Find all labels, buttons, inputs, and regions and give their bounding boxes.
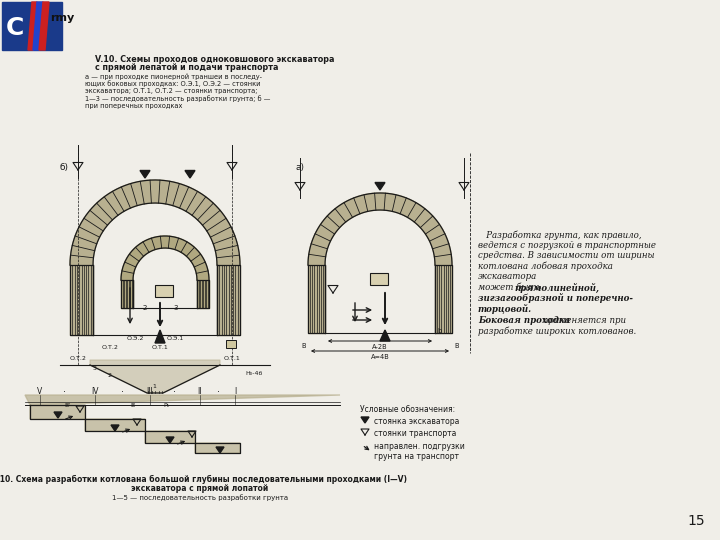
Text: торцовой.: торцовой. — [478, 303, 532, 314]
Polygon shape — [166, 437, 174, 443]
Text: rmy: rmy — [50, 13, 74, 23]
Text: IV: IV — [91, 387, 99, 396]
Polygon shape — [216, 447, 224, 453]
Text: О.Т.2: О.Т.2 — [70, 356, 86, 361]
Text: экскаватора; О.Т.1, О.Т.2 — стоянки транспорта;: экскаватора; О.Т.1, О.Т.2 — стоянки тран… — [85, 88, 257, 94]
Text: II: II — [198, 387, 202, 396]
Text: 3: 3 — [173, 305, 178, 311]
Text: зигзагообразной и поперечно-: зигзагообразной и поперечно- — [478, 293, 633, 303]
Text: стоянка экскаватора: стоянка экскаватора — [374, 417, 459, 426]
Text: направлен. подгрузки: направлен. подгрузки — [374, 442, 464, 451]
Polygon shape — [111, 425, 119, 431]
Text: а — при проходке пионерной траншеи в последу-: а — при проходке пионерной траншеи в пос… — [85, 73, 262, 79]
Bar — [370, 273, 388, 285]
Text: 2: 2 — [108, 373, 112, 378]
Text: 3: 3 — [93, 366, 97, 371]
Text: ведется с погрузкой в транспортные: ведется с погрузкой в транспортные — [478, 240, 656, 249]
Text: В': В' — [64, 403, 70, 408]
Text: средства. В зависимости от ширины: средства. В зависимости от ширины — [478, 251, 654, 260]
Polygon shape — [375, 183, 385, 190]
Polygon shape — [308, 193, 452, 265]
Text: В: В — [454, 343, 459, 349]
Text: 2: 2 — [143, 305, 148, 311]
Polygon shape — [25, 395, 340, 453]
Polygon shape — [217, 265, 240, 335]
Polygon shape — [197, 280, 209, 308]
Text: ·: · — [63, 387, 66, 397]
Polygon shape — [33, 2, 43, 50]
Text: а): а) — [295, 163, 304, 172]
Bar — [2, 2, 62, 50]
Text: О.Э.1: О.Э.1 — [166, 336, 184, 341]
Text: ющих боковых проходках: О.Э.1, О.Э.2 — стоянки: ющих боковых проходках: О.Э.1, О.Э.2 — с… — [85, 80, 261, 87]
Text: 1—5 — последовательность разработки грунта: 1—5 — последовательность разработки грун… — [112, 494, 288, 501]
Polygon shape — [308, 265, 325, 333]
Polygon shape — [39, 2, 49, 50]
Polygon shape — [185, 171, 195, 178]
Text: стоянки транспорта: стоянки транспорта — [374, 429, 456, 438]
Polygon shape — [28, 2, 37, 50]
Text: ·: · — [217, 387, 220, 397]
Polygon shape — [435, 265, 452, 333]
Text: Н₀-4б: Н₀-4б — [245, 371, 262, 376]
Text: О.Т.2: О.Т.2 — [102, 345, 118, 350]
Text: V: V — [37, 387, 42, 396]
Text: грунта на транспорт: грунта на транспорт — [374, 452, 459, 461]
Text: V.10. Схема разработки котлована большой глубины последовательными проходками (I: V.10. Схема разработки котлована большой… — [0, 475, 408, 484]
Polygon shape — [140, 171, 150, 178]
Text: экскаватора: экскаватора — [478, 272, 537, 281]
Text: b: b — [437, 328, 441, 334]
Text: I: I — [234, 387, 236, 396]
Bar — [226, 340, 236, 348]
Polygon shape — [70, 180, 240, 265]
Text: А-2В: А-2В — [372, 344, 388, 350]
Text: прямолинейной,: прямолинейной, — [515, 282, 600, 293]
Text: В: В — [302, 343, 306, 349]
Text: при поперечных проходках: при поперечных проходках — [85, 103, 182, 109]
Text: О.Э.2: О.Э.2 — [126, 336, 144, 341]
Polygon shape — [121, 236, 209, 280]
Bar — [155, 285, 173, 297]
Polygon shape — [155, 330, 165, 343]
Text: 1—3 — последовательность разработки грунта; б —: 1—3 — последовательность разработки грун… — [85, 96, 271, 102]
Text: 1: 1 — [152, 384, 156, 389]
Text: Условные обозначения:: Условные обозначения: — [360, 405, 455, 414]
Text: В: В — [130, 403, 134, 408]
Text: О.Т.1: О.Т.1 — [152, 345, 168, 350]
Text: Разработка грунта, как правило,: Разработка грунта, как правило, — [478, 230, 642, 240]
Text: Боковая проходка: Боковая проходка — [478, 316, 570, 325]
Text: может быть: может быть — [478, 282, 544, 292]
Text: C: C — [6, 16, 24, 40]
Text: котлована лобовая проходка: котлована лобовая проходка — [478, 261, 613, 271]
Polygon shape — [90, 360, 220, 393]
Text: ·: · — [174, 387, 176, 397]
Text: А=4В: А=4В — [371, 354, 390, 360]
Polygon shape — [70, 265, 93, 335]
Text: III: III — [147, 387, 153, 396]
Text: с прямой лепатой и подачи транспорта: с прямой лепатой и подачи транспорта — [95, 63, 279, 72]
Text: 15: 15 — [688, 514, 705, 528]
Polygon shape — [380, 330, 390, 341]
Text: разработке широких котлованов.: разработке широких котлованов. — [478, 327, 636, 336]
Text: применяется при: применяется при — [540, 316, 626, 325]
Text: О.Т.1: О.Т.1 — [224, 356, 240, 361]
Polygon shape — [121, 280, 133, 308]
Text: ·: · — [120, 387, 124, 397]
Text: б): б) — [60, 163, 69, 172]
Text: экскаватора с прямой лопатой: экскаватора с прямой лопатой — [131, 484, 269, 493]
Polygon shape — [361, 417, 369, 423]
Polygon shape — [54, 412, 62, 418]
Text: V.10. Схемы проходов одноковшового экскаватора: V.10. Схемы проходов одноковшового экска… — [95, 55, 335, 64]
Text: Р₁: Р₁ — [163, 403, 169, 408]
